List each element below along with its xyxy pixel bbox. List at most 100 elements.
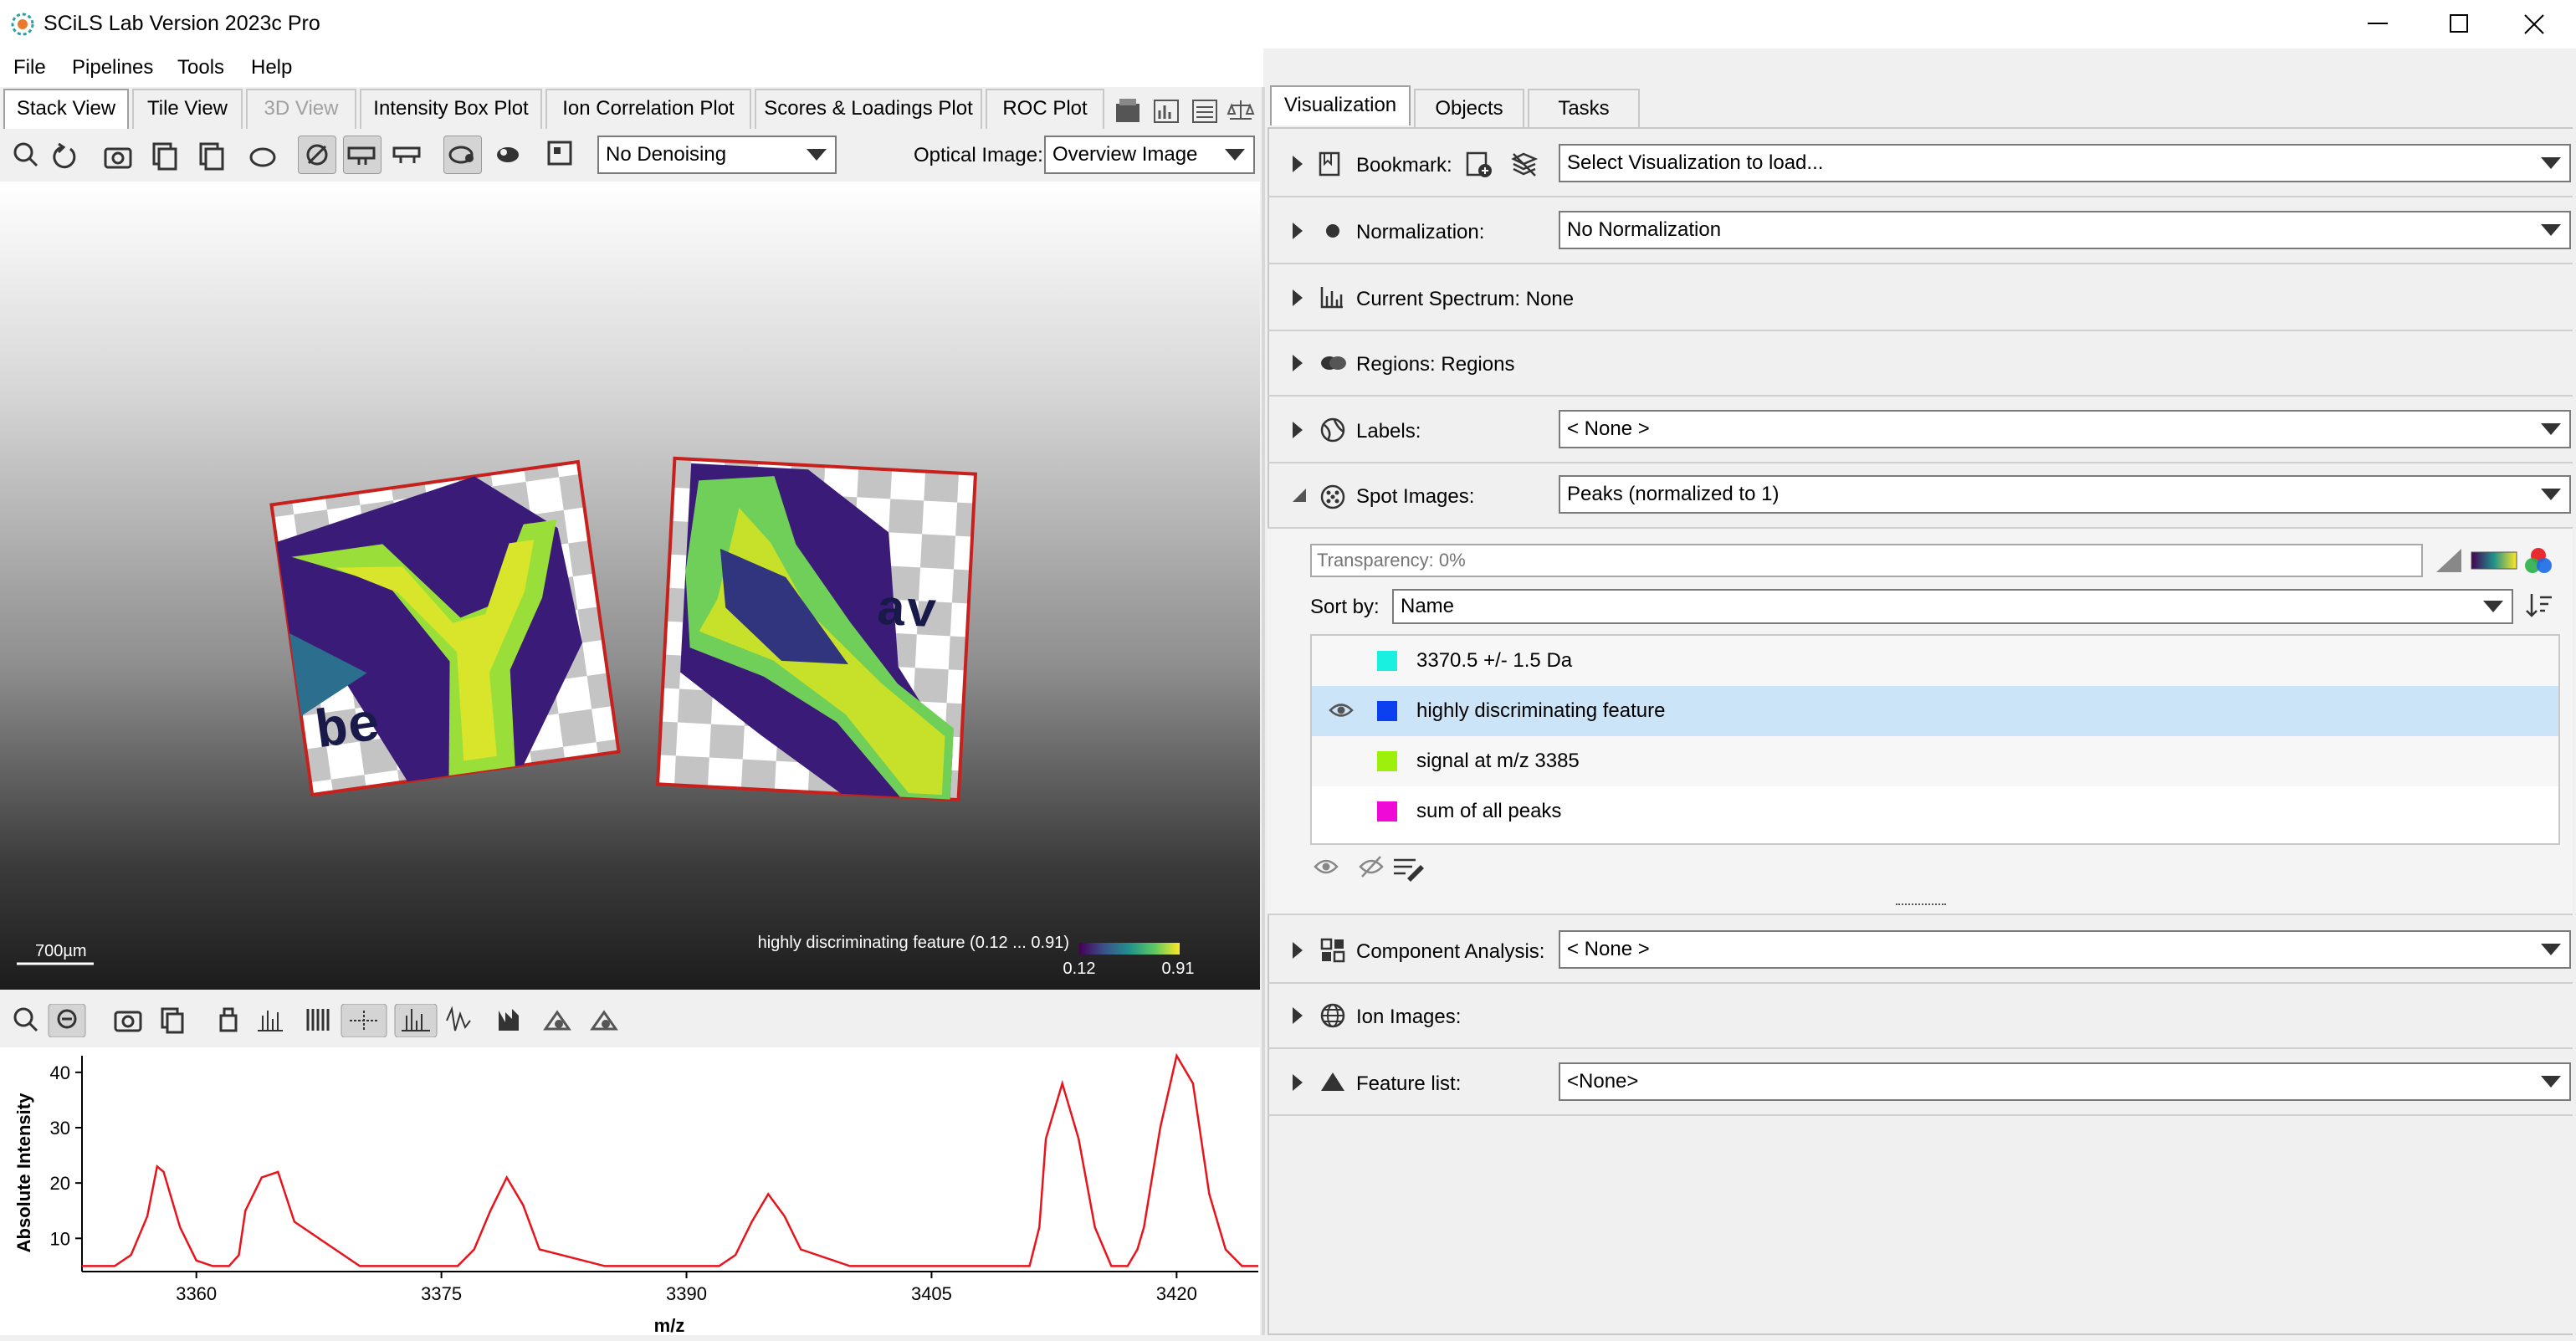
sort-order-icon[interactable] <box>2523 591 2553 621</box>
tab-tile-view[interactable]: Tile View <box>132 89 243 129</box>
regions-icon <box>1321 356 1346 370</box>
chevron-down-icon <box>2483 601 2503 612</box>
add-bookmark-icon[interactable] <box>1465 151 1493 179</box>
optical-image-dropdown[interactable]: Overview Image <box>1044 136 1255 174</box>
spectrum-series-line <box>82 1052 1258 1267</box>
spot-images-dropdown[interactable]: Peaks (normalized to 1) <box>1559 475 2571 514</box>
window-title: SCiLS Lab Version 2023c Pro <box>44 12 320 35</box>
colorbar <box>1079 943 1180 955</box>
toggle-labels-button[interactable] <box>443 136 482 174</box>
transparency-ramp-icon <box>2436 549 2461 572</box>
normalization-label: Normalization: <box>1356 221 1485 243</box>
expand-arrow-icon[interactable] <box>1293 156 1303 172</box>
tab-scores-loadings-plot[interactable]: Scores & Loadings Plot <box>755 89 982 129</box>
regions-label: Regions: Regions <box>1356 353 1515 376</box>
title-bar: SCiLS Lab Version 2023c Pro <box>0 0 2576 49</box>
ion-images-row[interactable]: Ion Images: <box>1268 984 2573 1049</box>
x-axis-label: m/z <box>654 1315 685 1335</box>
spectrum-icon <box>1320 287 1343 309</box>
normalization-dropdown[interactable]: No Normalization <box>1559 211 2571 249</box>
colormap-controls[interactable] <box>2433 545 2558 576</box>
expand-arrow-icon[interactable] <box>1293 1074 1303 1091</box>
spots-icon <box>347 146 376 165</box>
component-analysis-dropdown[interactable]: < None > <box>1559 930 2571 969</box>
frame-icon[interactable] <box>545 139 574 167</box>
chevron-down-icon <box>2541 489 2561 500</box>
color-swatch <box>1377 751 1397 771</box>
menu-help[interactable]: Help <box>251 56 293 79</box>
current-spectrum-label: Current Spectrum: None <box>1356 288 1575 310</box>
sort-by-label: Sort by: <box>1310 596 1380 618</box>
stack-view-canvas[interactable]: be av 700µm highly discriminating featur… <box>0 182 1260 990</box>
toggle-spots-button[interactable] <box>343 136 382 174</box>
list-item[interactable]: signal at m/z 3385 <box>1312 736 2558 786</box>
spectrum-tool-icons[interactable] <box>10 1004 646 1037</box>
tab-objects[interactable]: Objects <box>1414 89 1524 129</box>
eye-icon[interactable] <box>1329 701 1354 719</box>
tab-intensity-box-plot[interactable]: Intensity Box Plot <box>360 89 542 129</box>
edit-list-icon <box>1394 858 1424 882</box>
y-tick-label: 10 <box>50 1228 70 1249</box>
tab-roc-plot[interactable]: ROC Plot <box>986 89 1104 129</box>
list-item-selected[interactable]: highly discriminating feature <box>1312 686 2558 736</box>
maximize-button[interactable] <box>2450 14 2468 33</box>
regions-row[interactable]: Regions: Regions <box>1268 331 2573 397</box>
current-spectrum-row[interactable]: Current Spectrum: None <box>1268 264 2573 331</box>
minimize-button[interactable] <box>2368 23 2388 24</box>
close-window-button[interactable] <box>2523 13 2545 35</box>
list-item-label: sum of all peaks <box>1416 800 1562 822</box>
expand-arrow-icon[interactable] <box>1293 355 1303 371</box>
denoising-value: No Denoising <box>606 143 727 166</box>
tab-3d-view[interactable]: 3D View <box>246 89 356 129</box>
tab-stack-view[interactable]: Stack View <box>3 89 129 129</box>
menu-pipelines[interactable]: Pipelines <box>72 56 154 79</box>
globe-icon <box>1320 1003 1345 1028</box>
list-actions[interactable] <box>1314 853 1431 883</box>
overlay-text-be: be <box>312 695 384 764</box>
feature-list-dropdown[interactable]: <None> <box>1559 1062 2571 1101</box>
component-analysis-label: Component Analysis: <box>1356 940 1545 963</box>
denoising-dropdown[interactable]: No Denoising <box>597 136 837 174</box>
list-item[interactable]: 3370.5 +/- 1.5 Da <box>1312 636 2558 686</box>
bookmark-row: Bookmark: Select Visualization to load..… <box>1268 132 2573 197</box>
sort-by-value: Name <box>1401 595 1455 617</box>
plot-type-icons[interactable] <box>1113 94 1255 127</box>
viewer-tool-icons[interactable] <box>10 139 278 172</box>
chevron-down-icon <box>2541 157 2561 169</box>
color-swatch <box>1377 651 1397 671</box>
y-tick-label: 40 <box>50 1062 70 1083</box>
optical-off-icon <box>306 144 328 166</box>
tab-visualization[interactable]: Visualization <box>1270 85 1411 125</box>
scalebar-label: 700µm <box>35 942 87 960</box>
bookmark-dropdown[interactable]: Select Visualization to load... <box>1559 144 2571 182</box>
menu-tools[interactable]: Tools <box>177 56 225 79</box>
optical-image-label: Optical Image: <box>914 144 1043 166</box>
color-swatch <box>1377 701 1397 721</box>
vertical-splitter[interactable] <box>1262 87 1265 1335</box>
normalization-row: Normalization: No Normalization <box>1268 197 2573 264</box>
spectrum-plot[interactable]: 3360 3375 3390 3405 3420 10 20 30 40 m/z Absolut… <box>0 1047 1260 1336</box>
expand-arrow-icon[interactable] <box>1293 422 1303 438</box>
collapse-arrow-icon[interactable] <box>1291 487 1308 504</box>
expand-arrow-icon[interactable] <box>1293 942 1303 959</box>
sort-by-dropdown[interactable]: Name <box>1392 589 2513 624</box>
toggle-regions-button[interactable] <box>388 136 427 174</box>
y-tick-label: 20 <box>50 1173 70 1194</box>
chevron-down-icon <box>1225 149 1245 161</box>
transparency-input[interactable] <box>1310 544 2423 577</box>
tab-tasks[interactable]: Tasks <box>1528 89 1640 129</box>
tab-ion-correlation-plot[interactable]: Ion Correlation Plot <box>545 89 751 129</box>
expand-arrow-icon[interactable] <box>1293 1007 1303 1024</box>
menu-file[interactable]: File <box>13 56 46 79</box>
chevron-down-icon <box>807 149 827 161</box>
panel-resize-handle[interactable] <box>1896 903 1946 907</box>
ion-images-label: Ion Images: <box>1356 1006 1462 1028</box>
expand-arrow-icon[interactable] <box>1293 223 1303 239</box>
right-sample: av <box>655 456 978 802</box>
toggle-optical-button[interactable] <box>298 136 336 174</box>
labels-dropdown[interactable]: < None > <box>1559 410 2571 448</box>
manage-bookmarks-icon[interactable] <box>1510 151 1539 179</box>
overlay-icon[interactable] <box>494 142 522 167</box>
list-item[interactable]: sum of all peaks <box>1312 786 2558 837</box>
expand-arrow-icon[interactable] <box>1293 289 1303 306</box>
